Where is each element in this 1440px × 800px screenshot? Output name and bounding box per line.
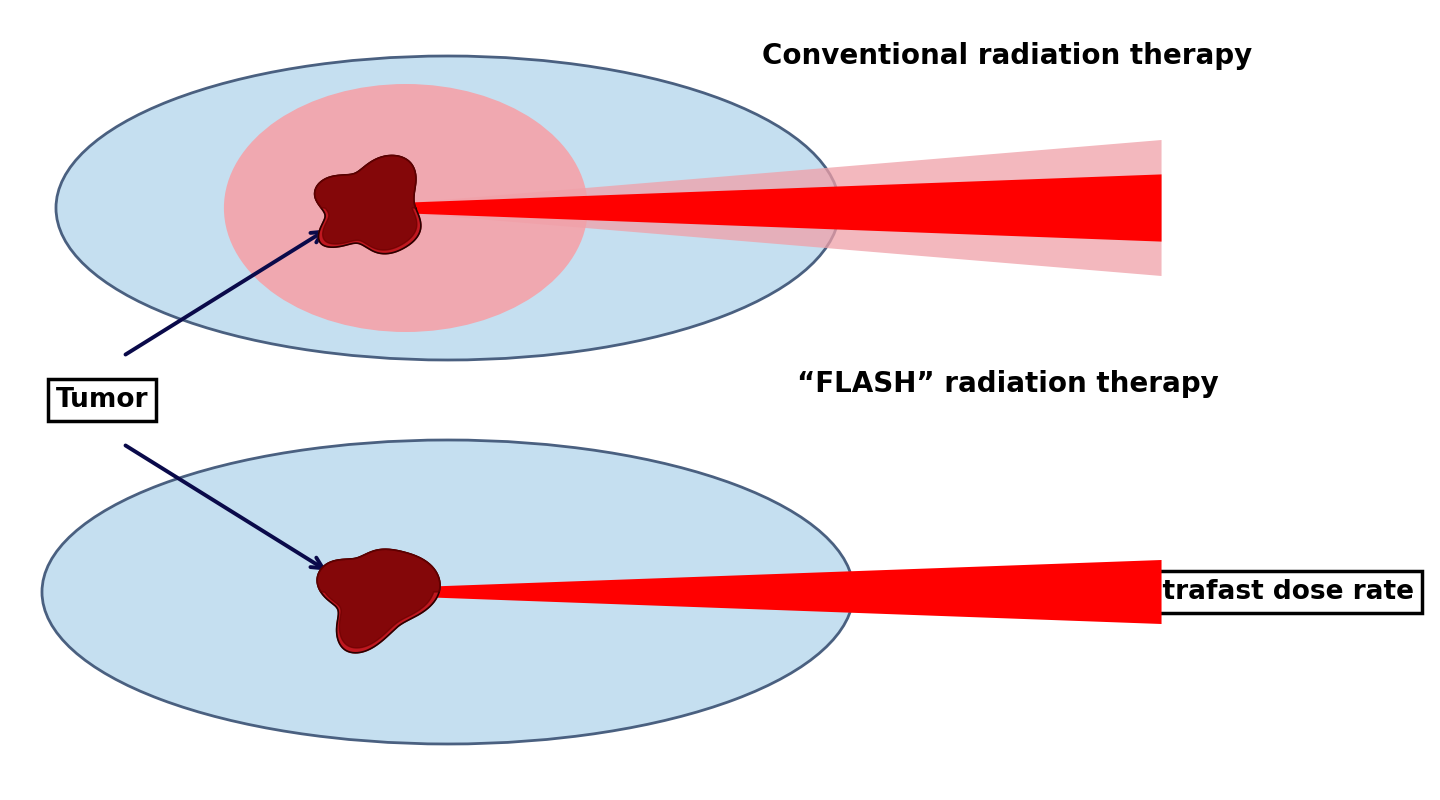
Polygon shape xyxy=(317,550,441,653)
Polygon shape xyxy=(314,155,420,254)
Polygon shape xyxy=(413,174,1162,242)
Text: “FLASH” radiation therapy: “FLASH” radiation therapy xyxy=(796,370,1218,398)
Polygon shape xyxy=(317,550,441,648)
Text: Ultrafast dose rate: Ultrafast dose rate xyxy=(1132,579,1414,605)
Ellipse shape xyxy=(223,84,588,332)
Text: Tumor: Tumor xyxy=(56,387,148,413)
Polygon shape xyxy=(413,560,1162,624)
Text: Conventional radiation therapy: Conventional radiation therapy xyxy=(762,42,1253,70)
Ellipse shape xyxy=(42,440,854,744)
Polygon shape xyxy=(413,140,1162,276)
Ellipse shape xyxy=(56,56,840,360)
Polygon shape xyxy=(314,155,416,250)
